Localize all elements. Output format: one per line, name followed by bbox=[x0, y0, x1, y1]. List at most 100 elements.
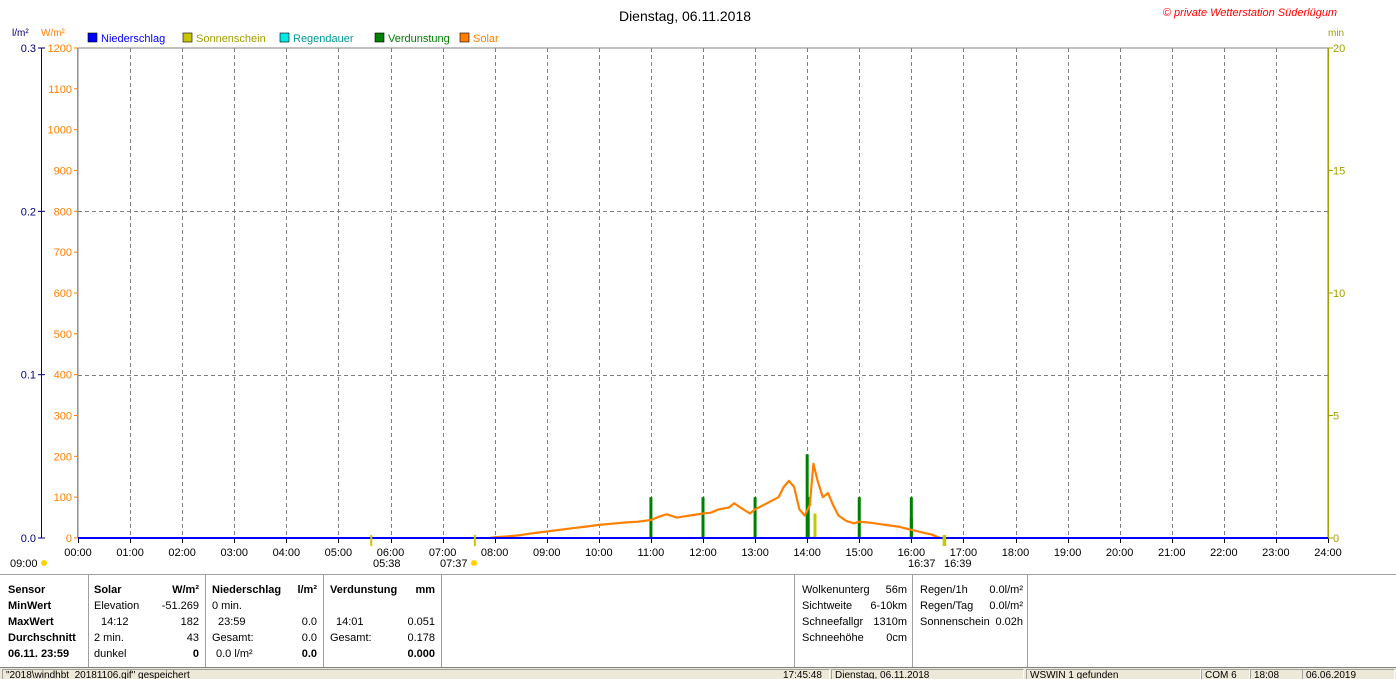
stats-panel: Sensor MinWert MaxWert Durchschnitt 06.1… bbox=[0, 574, 1396, 667]
niederschlag-max-value: 0.0 bbox=[301, 616, 317, 628]
verdunstung-header: Verdunstung bbox=[330, 584, 398, 596]
niederschlag-header: Niederschlag bbox=[212, 584, 282, 596]
solar-tick-label: 300 bbox=[54, 411, 72, 423]
status-today: 06.06.2019 bbox=[1302, 669, 1395, 679]
solar-max-value: 182 bbox=[180, 616, 199, 628]
sensor-header: Sensor bbox=[8, 584, 46, 596]
niederschlag-now-value: 0.0 bbox=[301, 648, 317, 660]
x-tick-label: 02:00 bbox=[168, 547, 196, 559]
x-tick-label: 20:00 bbox=[1106, 547, 1134, 559]
verdunstung-total-label: Gesamt: bbox=[330, 632, 372, 644]
x-tick-label: 17:00 bbox=[950, 547, 978, 559]
chart-lines bbox=[78, 462, 1328, 540]
sun-label: 16:39 bbox=[944, 558, 972, 570]
legend-swatch bbox=[459, 32, 470, 43]
minutes-tick-label: 10 bbox=[1333, 288, 1345, 300]
verdunstung-unit: mm bbox=[415, 584, 435, 596]
wolken-column: Wolkenunterg 56m Sichtweite 6-10km Schne… bbox=[795, 575, 912, 667]
wolken-label-2: Schneefallgr bbox=[802, 616, 864, 628]
x-tick-label: 05:00 bbox=[325, 547, 353, 559]
solar-tick-label: 500 bbox=[54, 329, 72, 341]
niederschlag-column: Niederschlag l/m² 0 min. 23:59 0.0 Gesam… bbox=[206, 575, 323, 667]
verdunstung-max-label: 14:01 bbox=[336, 616, 364, 628]
x-tick-label: 23:00 bbox=[1262, 547, 1290, 559]
sun-label: 07:37 bbox=[440, 558, 468, 570]
niederschlag-tick-label: 0.1 bbox=[21, 370, 36, 382]
bar-verdunstung bbox=[701, 497, 705, 538]
legend-swatch bbox=[374, 32, 385, 43]
x-tick-label: 08:00 bbox=[481, 547, 509, 559]
x-tick-label: 09:00 bbox=[533, 547, 561, 559]
bar-verdunstung bbox=[806, 497, 810, 538]
solar-tick-label: 1200 bbox=[48, 43, 72, 55]
verdunstung-now-value: 0.000 bbox=[407, 648, 435, 660]
x-tick-label: 15:00 bbox=[845, 547, 873, 559]
x-tick-label: 03:00 bbox=[220, 547, 248, 559]
solar-tick-label: 200 bbox=[54, 451, 72, 463]
legend-label: Regendauer bbox=[293, 33, 354, 45]
regen-label-0: Regen/1h bbox=[920, 584, 968, 596]
niederschlag-min-label: 0 min. bbox=[212, 600, 242, 612]
x-tick-label: 07:00 bbox=[429, 547, 457, 559]
chart-grid bbox=[77, 47, 1329, 539]
bar-verdunstung bbox=[805, 454, 809, 538]
bar-verdunstung bbox=[753, 497, 757, 538]
solar-tick-label: 1100 bbox=[48, 84, 72, 96]
status-port: COM 6 bbox=[1201, 669, 1250, 679]
status-wswin: WSWIN 1 gefunden bbox=[1026, 669, 1201, 679]
regen-label-1: Regen/Tag bbox=[920, 600, 974, 612]
minutes-tick-label: 0 bbox=[1333, 533, 1339, 545]
sensor-row-max: MaxWert bbox=[8, 616, 54, 628]
sun-dot bbox=[41, 560, 47, 566]
x-tick-label: 01:00 bbox=[116, 547, 144, 559]
x-tick-label: 04:00 bbox=[273, 547, 301, 559]
unit-left-outer: l/m² bbox=[12, 28, 29, 39]
niederschlag-tick-label: 0.2 bbox=[21, 206, 36, 218]
x-tick-label: 14:00 bbox=[793, 547, 821, 559]
solar-tick-label: 1000 bbox=[48, 125, 72, 137]
sun-dot bbox=[471, 560, 477, 566]
regen-value-2: 0.02h bbox=[995, 616, 1023, 628]
solar-unit: W/m² bbox=[172, 584, 199, 596]
niederschlag-max-label: 23:59 bbox=[218, 616, 246, 628]
wolken-value-1: 6-10km bbox=[870, 600, 907, 612]
sensor-row-date: 06.11. 23:59 bbox=[8, 648, 70, 660]
bar-verdunstung bbox=[909, 517, 913, 538]
status-bar: "2018\windhbt_20181106.gif" gespeichert … bbox=[0, 667, 1396, 679]
solar-tick-label: 400 bbox=[54, 370, 72, 382]
weather-chart: 00:00 01:00 02:00 03:00 04:00 05:00 06:00 07:00… bbox=[10, 7, 1345, 570]
x-tick-label: 11:00 bbox=[638, 547, 665, 559]
solar-tick-label: 100 bbox=[54, 492, 72, 504]
regen-label-2: Sonnenschein bbox=[920, 616, 990, 628]
series-solar bbox=[489, 462, 941, 540]
minutes-tick-label: 20 bbox=[1333, 43, 1345, 55]
bar-verdunstung bbox=[857, 497, 861, 538]
chart-axes bbox=[38, 47, 1333, 543]
x-tick-label: 22:00 bbox=[1210, 547, 1238, 559]
x-tick-label: 06:00 bbox=[377, 547, 405, 559]
regen-value-1: 0.0l/m² bbox=[989, 600, 1023, 612]
unit-right: min bbox=[1328, 28, 1344, 39]
regen-column: Regen/1h 0.0l/m² Regen/Tag 0.0l/m² Sonne… bbox=[913, 575, 1027, 667]
copyright-label: © private Wetterstation Süderlügum bbox=[1163, 7, 1337, 19]
legend-label: Sonnenschein bbox=[196, 33, 266, 45]
x-tick-label: 12:00 bbox=[689, 547, 717, 559]
wolken-label-3: Schneehöhe bbox=[802, 632, 864, 644]
solar-tick-label: 800 bbox=[54, 206, 72, 218]
legend-swatch bbox=[87, 32, 98, 43]
sensor-column: Sensor MinWert MaxWert Durchschnitt 06.1… bbox=[0, 575, 88, 667]
x-tick-label: 18:00 bbox=[1002, 547, 1030, 559]
legend-label: Verdunstung bbox=[388, 33, 450, 45]
solar-avg-value: 43 bbox=[186, 632, 199, 644]
legend-label: Solar bbox=[473, 33, 499, 45]
solar-now-label: dunkel bbox=[94, 648, 127, 660]
solar-min-label: Elevation bbox=[94, 600, 140, 612]
wolken-value-3: 0cm bbox=[886, 632, 907, 644]
solar-tick-label: 0 bbox=[66, 533, 72, 545]
verdunstung-total-value: 0.178 bbox=[407, 632, 435, 644]
solar-tick-label: 600 bbox=[54, 288, 72, 300]
x-tick-label: 00:00 bbox=[64, 547, 92, 559]
solar-max-label: 14:12 bbox=[101, 616, 129, 628]
wolken-value-0: 56m bbox=[885, 584, 907, 596]
x-tick-label: 21:00 bbox=[1158, 547, 1186, 559]
